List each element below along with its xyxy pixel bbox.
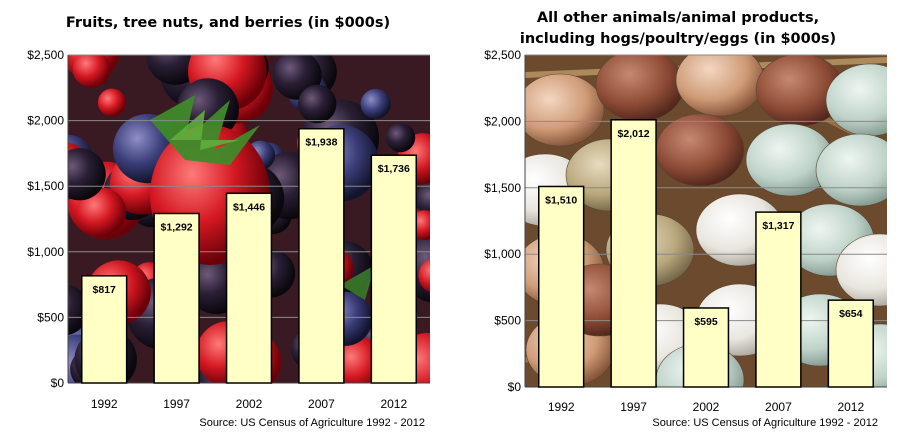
x-tick-label-1997: 1997 xyxy=(163,397,190,411)
bar-2002 xyxy=(682,307,730,388)
y-tick-label: $1,000 xyxy=(27,245,64,259)
x-tick-labels: 1992 1997 2002 2007 2012 xyxy=(548,400,865,414)
y-tick-labels: $0 $500 $1,000 $1,500 $2,000 $2,500 xyxy=(484,48,521,394)
y-tick-label: $1,500 xyxy=(27,179,64,193)
bar-2012 xyxy=(827,299,874,388)
data-label-1992: $1,510 xyxy=(545,194,577,206)
y-tick-labels: $0 $500 $1,000 $1,500 $2,000 $2,500 xyxy=(27,48,64,390)
x-tick-label-2002: 2002 xyxy=(693,400,720,414)
y-tick-label: $2,000 xyxy=(484,114,521,128)
y-tick-label: $500 xyxy=(37,310,64,324)
data-label-1992: $817 xyxy=(93,284,117,296)
source-note: Source: US Census of Agriculture 1992 - … xyxy=(199,417,425,429)
x-tick-labels: 1992 1997 2002 2007 2012 xyxy=(91,397,408,411)
y-tick-label: $0 xyxy=(508,380,522,394)
x-tick-label-2002: 2002 xyxy=(236,397,263,411)
bar-2012 xyxy=(370,154,417,384)
x-tick-label-2007: 2007 xyxy=(765,400,792,414)
bar-1997 xyxy=(610,119,657,388)
data-label-2002: $595 xyxy=(694,316,718,328)
y-tick-label: $2,500 xyxy=(484,48,521,62)
bar-2002 xyxy=(225,192,273,384)
y-tick-label: $2,500 xyxy=(27,48,64,62)
data-labels: $817 $1,292 $1,446 $1,938 $1,736 xyxy=(93,137,410,296)
data-label-2012: $654 xyxy=(839,308,863,320)
y-tick-label: $2,000 xyxy=(27,114,64,128)
data-labels: $1,510 $2,012 $595 $1,317 $654 xyxy=(545,128,863,328)
data-label-2012: $1,736 xyxy=(378,163,410,175)
y-tick-label: $0 xyxy=(51,376,65,390)
berries-background-image xyxy=(68,55,430,383)
y-tick-label: $1,000 xyxy=(484,247,521,261)
x-tick-label-1992: 1992 xyxy=(91,397,118,411)
data-label-2007: $1,317 xyxy=(762,220,794,232)
x-tick-label-1992: 1992 xyxy=(548,400,575,414)
y-tick-label: $1,500 xyxy=(484,181,521,195)
chart-title-line-1: All other animals/animal products, xyxy=(537,10,819,26)
bars xyxy=(538,119,874,388)
data-label-1997: $1,292 xyxy=(161,221,193,233)
chart-right: All other animals/animal products, inclu… xyxy=(484,10,887,429)
data-label-2002: $1,446 xyxy=(233,201,265,213)
data-label-2007: $1,938 xyxy=(305,137,337,149)
bar-1992 xyxy=(538,185,585,388)
bars xyxy=(81,127,417,384)
x-tick-label-2007: 2007 xyxy=(308,397,335,411)
bar-1997 xyxy=(153,212,200,384)
x-tick-label-2012: 2012 xyxy=(380,397,407,411)
source-note: Source: US Census of Agriculture 1992 - … xyxy=(652,417,878,429)
bar-2007 xyxy=(755,211,802,388)
data-label-1997: $2,012 xyxy=(618,128,650,140)
chart-left: Fruits, tree nuts, and berries (in $000s… xyxy=(27,15,430,429)
chart-title: Fruits, tree nuts, and berries (in $000s… xyxy=(66,15,390,31)
x-tick-label-1997: 1997 xyxy=(620,400,647,414)
bar-1992 xyxy=(81,275,128,384)
x-tick-label-2012: 2012 xyxy=(837,400,864,414)
y-tick-label: $500 xyxy=(494,314,521,328)
chart-title-line-2: including hogs/poultry/eggs (in $000s) xyxy=(520,31,836,47)
bar-2007 xyxy=(298,127,345,384)
